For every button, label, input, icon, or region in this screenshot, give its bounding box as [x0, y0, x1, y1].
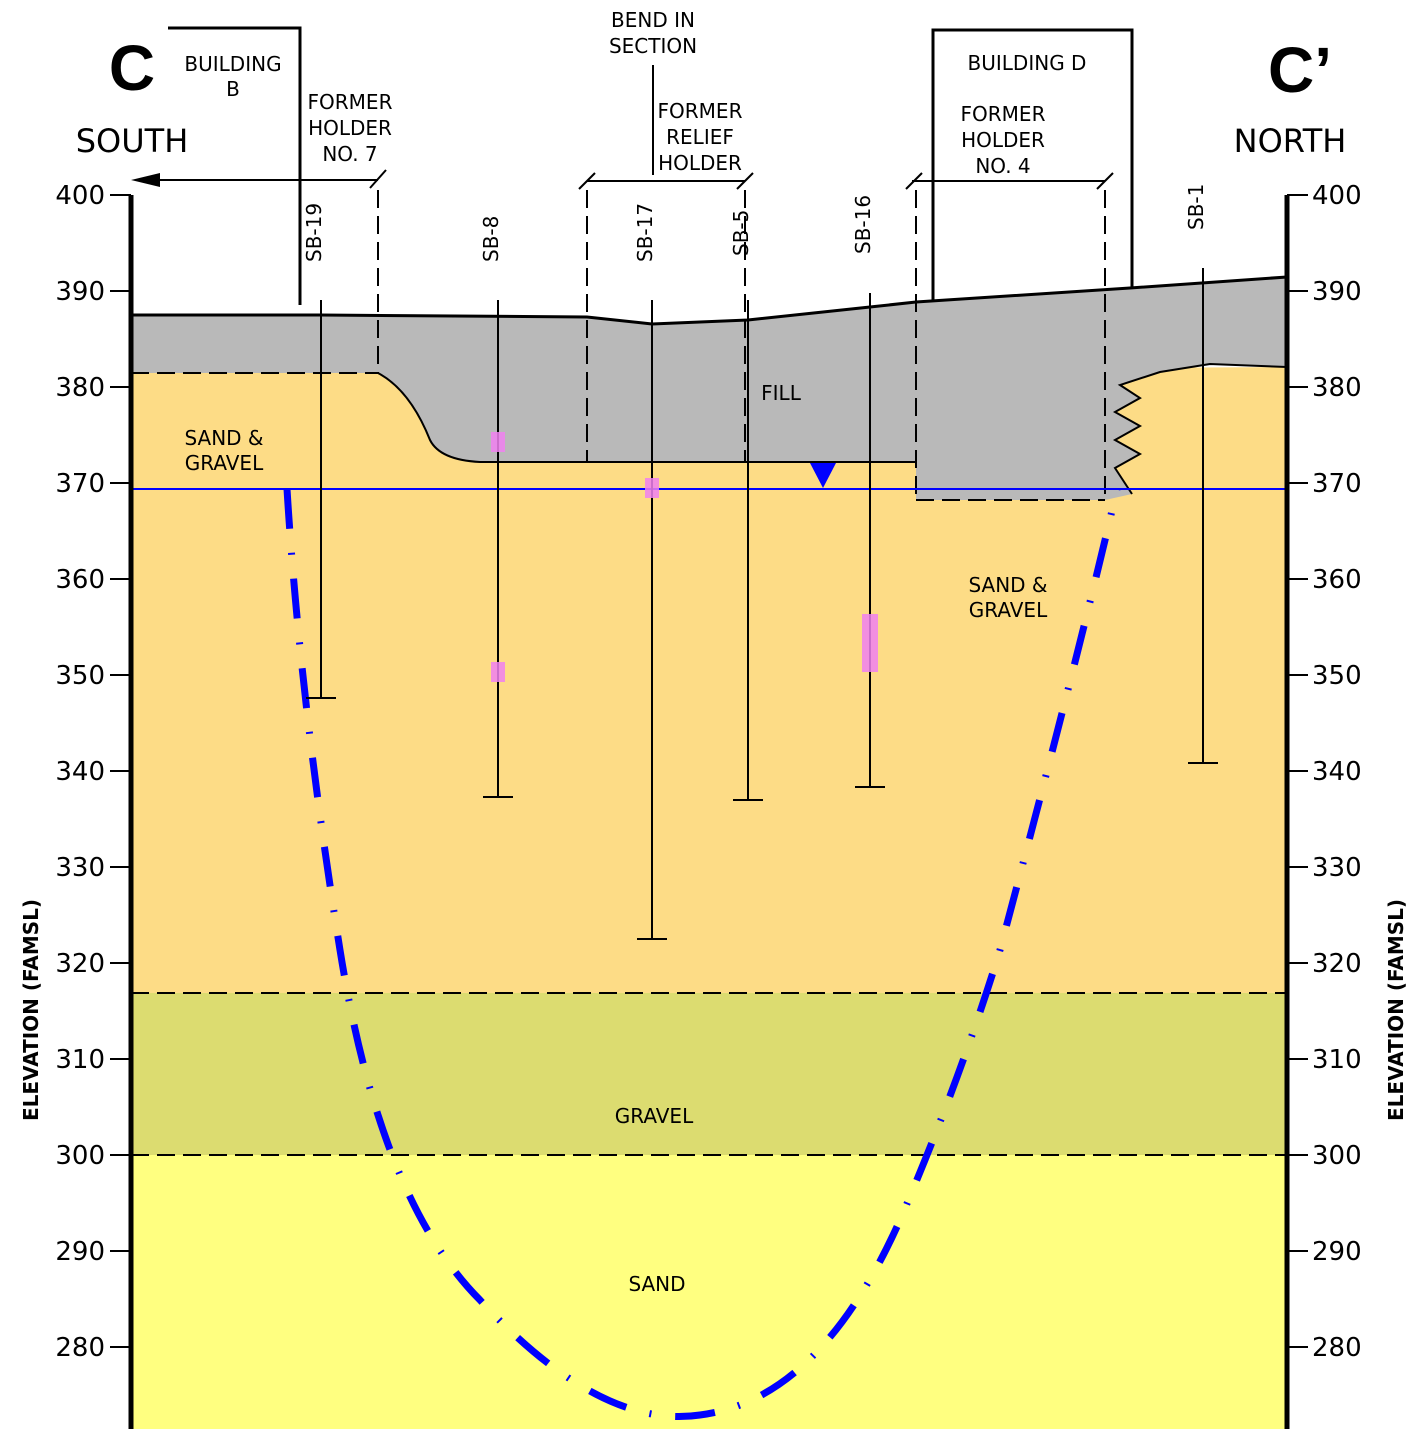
layer-label: SAND &	[968, 573, 1047, 597]
tick-label: 350	[1312, 661, 1362, 691]
tick-label: 380	[55, 373, 105, 403]
section-letter: C’	[1268, 34, 1332, 106]
tick-label: 330	[1312, 853, 1362, 883]
tick-label: 380	[1312, 373, 1362, 403]
tick-label: 390	[1312, 277, 1362, 307]
tick-label: 300	[1312, 1141, 1362, 1171]
section-letter: C	[109, 32, 155, 104]
tick-label: 400	[55, 181, 105, 211]
tick-label: 360	[1312, 565, 1362, 595]
tick-label: 390	[55, 277, 105, 307]
axis-title: ELEVATION (FAMSL)	[1384, 899, 1408, 1121]
tick-label: 350	[55, 661, 105, 691]
dimension-lines	[150, 65, 1113, 189]
tick-label: 320	[55, 949, 105, 979]
boring-label: SB-16	[851, 195, 875, 254]
tick-label: 400	[1312, 181, 1362, 211]
tick-label: 320	[1312, 949, 1362, 979]
annotation: FORMER	[308, 90, 393, 114]
tick-label: 370	[55, 469, 105, 499]
tick-label: 340	[55, 757, 105, 787]
boring-label: SB-5	[729, 210, 753, 256]
layer-label: GRAVEL	[185, 451, 264, 475]
cross-section: SB-19 SB-8 SB-17 SB-5 SB-16 SB-1 400 400 3…	[0, 0, 1411, 1429]
direction: NORTH	[1234, 122, 1347, 160]
layer-label: GRAVEL	[615, 1104, 694, 1128]
tick-label: 310	[1312, 1045, 1362, 1075]
annotation: HOLDER	[308, 116, 392, 140]
annotation: BUILDING D	[968, 51, 1087, 75]
annotation: BUILDING	[184, 52, 281, 76]
tick-label: 330	[55, 853, 105, 883]
annotation: B	[226, 77, 240, 101]
annotation: BEND IN	[611, 8, 695, 32]
boring-label: SB-17	[633, 203, 657, 262]
tick-label: 290	[55, 1237, 105, 1267]
annotation: FORMER	[658, 99, 743, 123]
axis-title: ELEVATION (FAMSL)	[19, 899, 43, 1121]
tick-label: 290	[1312, 1237, 1362, 1267]
tick-label: 280	[55, 1333, 105, 1363]
annotation: RELIEF	[666, 125, 734, 149]
annotation: HOLDER	[961, 128, 1045, 152]
tick-label: 360	[55, 565, 105, 595]
annotation: HOLDER	[658, 151, 742, 175]
annotation: NO. 4	[975, 154, 1030, 178]
annotation: NO. 7	[322, 142, 377, 166]
layer-label: FILL	[761, 381, 802, 405]
tick-label: 340	[1312, 757, 1362, 787]
annotation: SECTION	[609, 34, 697, 58]
boring-label: SB-1	[1184, 184, 1208, 230]
layer-label: SAND	[628, 1272, 685, 1296]
layer-label: GRAVEL	[969, 598, 1048, 622]
gravel-layer	[131, 993, 1287, 1155]
arrowhead	[131, 173, 160, 187]
boring-label: SB-8	[479, 216, 503, 262]
direction: SOUTH	[76, 122, 189, 160]
tick-label: 280	[1312, 1333, 1362, 1363]
boring-label: SB-19	[302, 203, 326, 262]
tick-label: 370	[1312, 469, 1362, 499]
layer-label: SAND &	[184, 426, 263, 450]
sand-layer	[131, 1155, 1287, 1429]
tick-label: 300	[55, 1141, 105, 1171]
annotation: FORMER	[961, 102, 1046, 126]
tick-label: 310	[55, 1045, 105, 1075]
